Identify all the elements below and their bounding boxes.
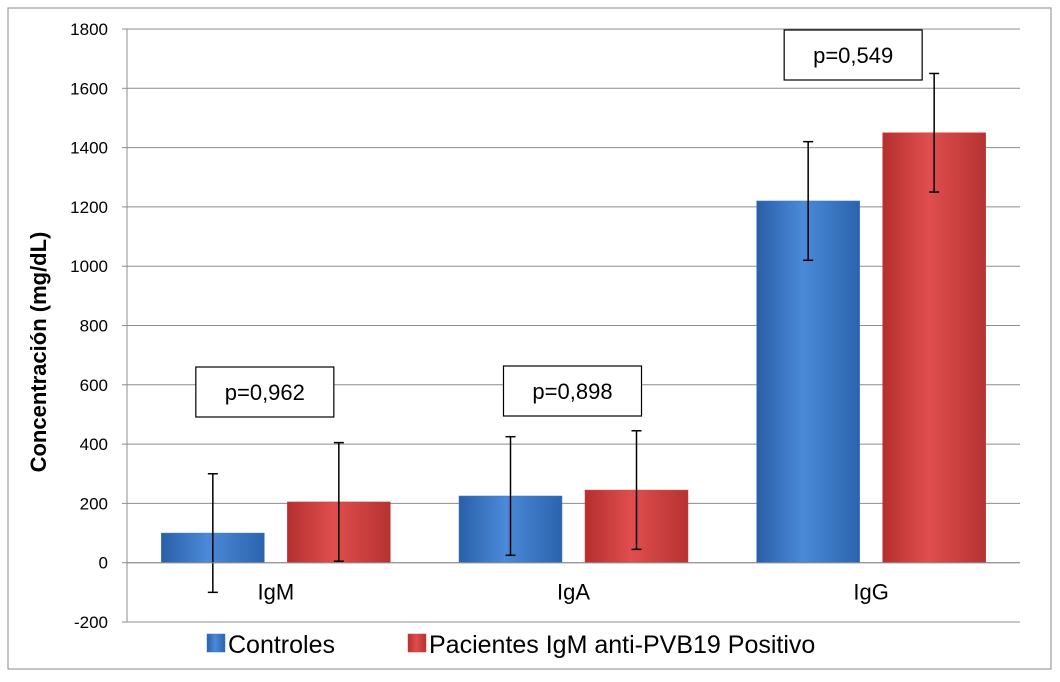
y-tick-label: 1400 (70, 139, 108, 158)
y-axis-label: Concentración (mg/dL) (26, 232, 51, 473)
p-value-text: p=0,549 (813, 43, 893, 68)
p-value-box (502, 365, 643, 417)
y-tick-label: 800 (80, 317, 108, 336)
y-tick-label: 400 (80, 435, 108, 454)
p-value-text: p=0,962 (225, 380, 305, 405)
x-tick-label: IgM (257, 580, 294, 605)
bar-igg-series-2 (882, 132, 986, 563)
legend-label-series-2: Pacientes IgM anti-PVB19 Positivo (429, 631, 815, 659)
p-value-annotations: p=0,962 p=0,898 p=0,549 (195, 29, 923, 418)
error-bars (207, 72, 940, 594)
p-value-box (783, 29, 923, 81)
y-tick-label: 600 (80, 376, 108, 395)
y-tick-label: -200 (74, 613, 108, 632)
legend-swatch-series-2 (407, 633, 427, 653)
bar-igg-series-1 (756, 200, 860, 563)
y-tick-label: 1200 (70, 198, 108, 217)
legend-label-series-1: Controles (228, 631, 335, 659)
legend: Controles Pacientes IgM anti-PVB19 Positi… (206, 631, 815, 659)
legend-swatch-series-1 (206, 633, 226, 653)
y-axis-ticks: -200 0 200 400 600 800 1000 1200 1400 1600 1800 (70, 20, 128, 632)
x-tick-label: IgA (557, 580, 590, 605)
y-tick-label: 1800 (70, 20, 108, 39)
x-tick-label: IgG (853, 580, 888, 605)
y-tick-label: 200 (80, 494, 108, 513)
y-tick-label: 0 (99, 554, 108, 573)
p-value-text: p=0,898 (532, 379, 612, 404)
x-axis-ticks: IgM IgA IgG (127, 562, 1020, 605)
y-tick-label: 1600 (70, 79, 108, 98)
p-value-box (195, 366, 335, 418)
y-tick-label: 1000 (70, 257, 108, 276)
